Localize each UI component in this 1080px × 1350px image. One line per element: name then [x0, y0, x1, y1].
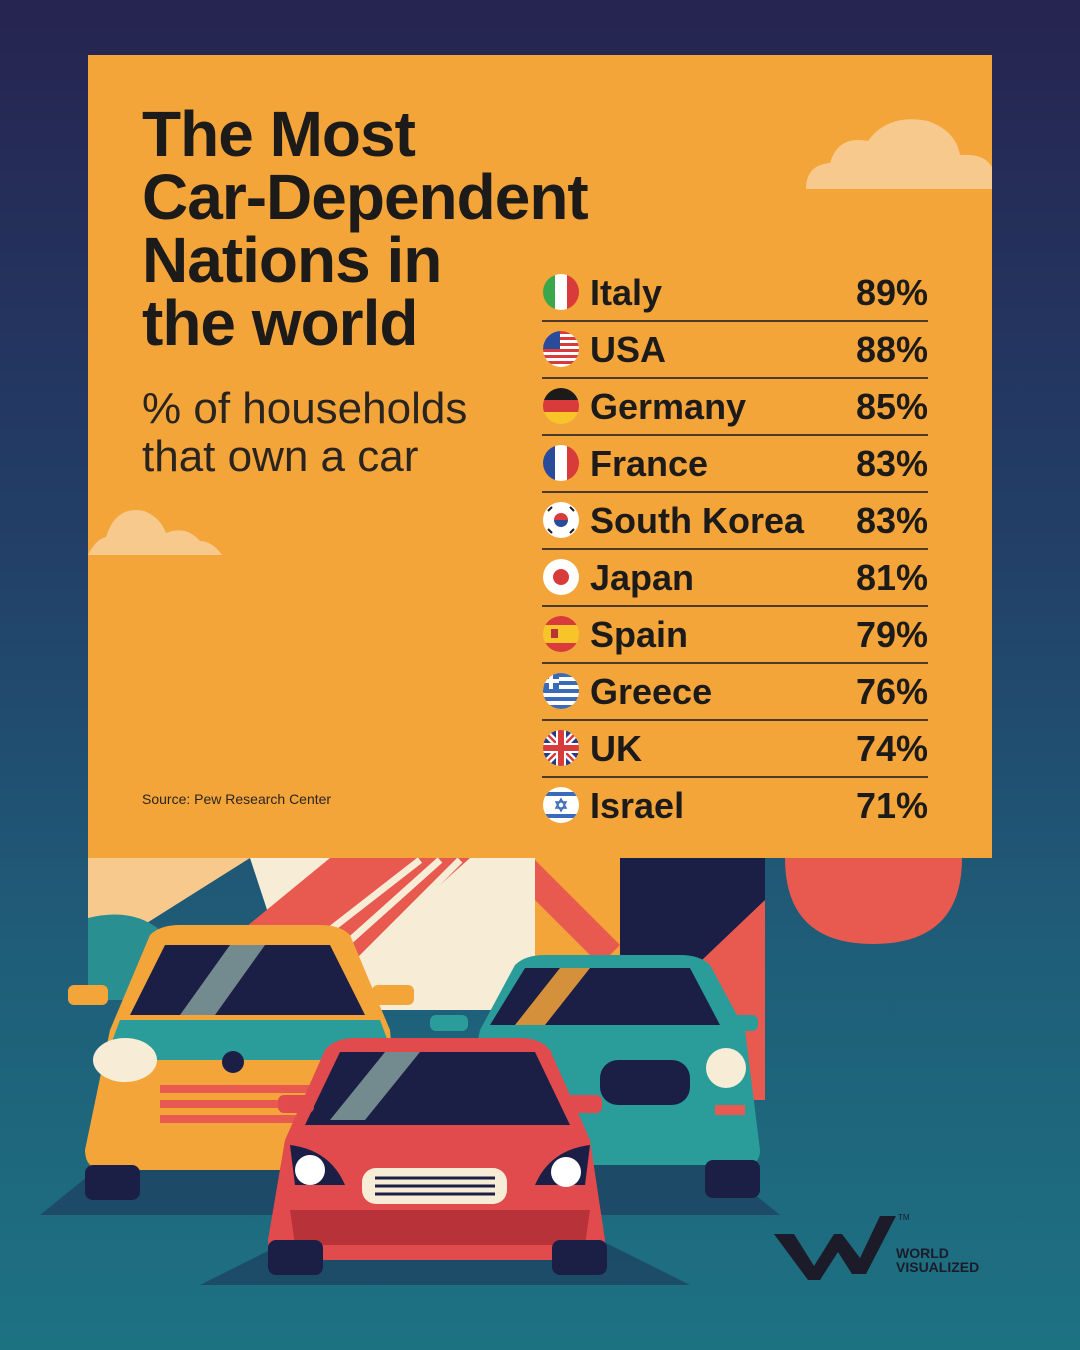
country-value: 71%: [855, 785, 928, 826]
france-flag-icon: [543, 445, 579, 481]
country-value: 74%: [855, 728, 928, 769]
table-row: Greece 76%: [542, 664, 928, 721]
country-value: 88%: [855, 329, 928, 370]
country-value: 85%: [855, 386, 928, 427]
source-note: Source: Pew Research Center: [142, 791, 332, 807]
greece-flag-icon: [543, 673, 579, 709]
country-name: France: [590, 443, 709, 484]
japan-flag-icon: [543, 559, 579, 595]
table-row: Japan 81%: [542, 550, 928, 607]
table-row: South Korea 83%: [542, 493, 928, 550]
country-name: Italy: [590, 272, 663, 313]
world-visualized-logo-icon: TM: [774, 1213, 910, 1280]
trademark-mark: TM: [898, 1213, 910, 1222]
country-name: USA: [590, 329, 667, 370]
country-value: 81%: [855, 557, 928, 598]
table-row: Germany 85%: [542, 379, 928, 436]
country-name: Greece: [590, 671, 713, 712]
chart-subtitle: % of households that own a car: [142, 384, 468, 481]
country-value: 76%: [855, 671, 928, 712]
ranking-table: Italy 89% USA 88% Germany 85% France 83%: [542, 265, 928, 833]
country-value: 89%: [855, 272, 928, 313]
country-name: UK: [590, 728, 642, 769]
main-panel: The Most Car-Dependent Nations in the wo…: [88, 55, 992, 858]
uk-flag-icon: [543, 730, 579, 766]
usa-flag-icon: [543, 331, 579, 367]
country-name: South Korea: [590, 500, 805, 541]
israel-flag-icon: [543, 787, 579, 823]
chart-title: The Most Car-Dependent Nations in the wo…: [142, 98, 589, 359]
table-row: Spain 79%: [542, 607, 928, 664]
country-name: Israel: [590, 785, 685, 826]
table-row: Italy 89%: [542, 265, 928, 322]
table-row: USA 88%: [542, 322, 928, 379]
red-car: [268, 1038, 607, 1275]
table-row: Israel 71%: [542, 778, 928, 833]
south-korea-flag-icon: [543, 502, 579, 538]
country-name: Spain: [590, 614, 689, 655]
country-name: Germany: [590, 386, 747, 427]
country-name: Japan: [590, 557, 695, 598]
cloud-decoration: [88, 119, 992, 555]
country-value: 79%: [855, 614, 928, 655]
brand-name: WORLD VISUALIZED: [896, 1245, 980, 1275]
country-value: 83%: [855, 500, 928, 541]
country-value: 83%: [855, 443, 928, 484]
spain-flag-icon: [543, 616, 579, 652]
italy-flag-icon: [543, 274, 579, 310]
germany-flag-icon: [543, 388, 579, 424]
table-row: UK 74%: [542, 721, 928, 778]
table-row: France 83%: [542, 436, 928, 493]
